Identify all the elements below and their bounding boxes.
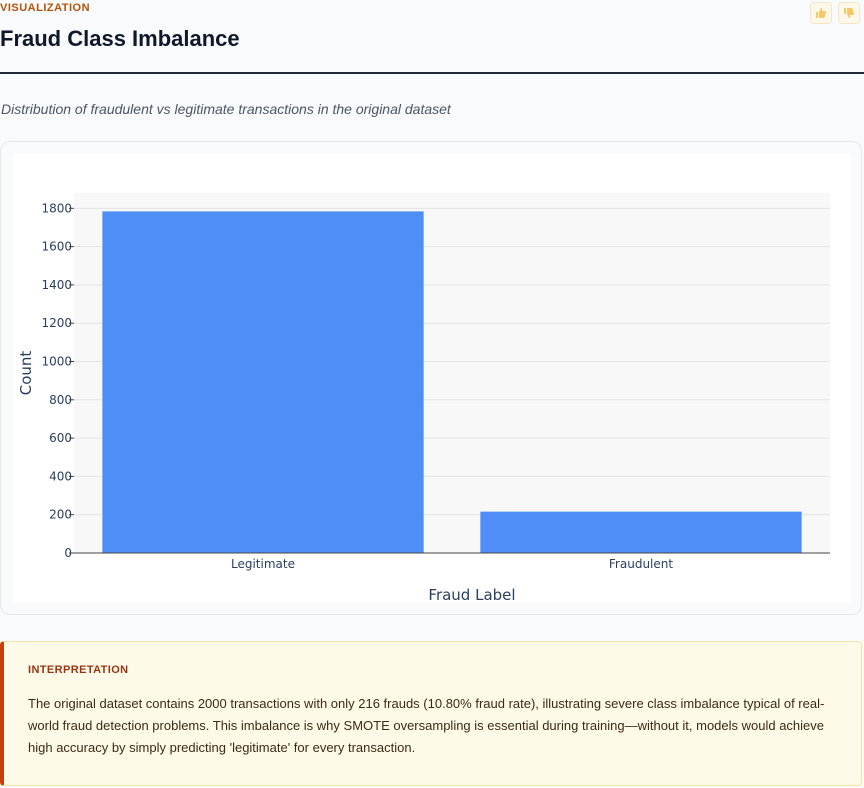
bar-legitimate bbox=[102, 211, 424, 553]
bar-chart: 0 200 400 600 800 1000 1200 1400 1600 1800 Legitim… bbox=[17, 193, 830, 603]
y-tick-label: 600 bbox=[49, 431, 72, 445]
chart-subtitle: Distribution of fraudulent vs legitimate… bbox=[1, 101, 451, 117]
y-tick-label: 400 bbox=[49, 469, 72, 483]
bar-fraudulent bbox=[480, 511, 802, 553]
y-tick-label: 1600 bbox=[41, 240, 72, 254]
y-tick-label: 0 bbox=[64, 546, 72, 560]
y-tick-label: 1000 bbox=[41, 355, 72, 369]
interpretation-title: INTERPRETATION bbox=[28, 664, 129, 676]
thumbs-up-button[interactable] bbox=[810, 2, 832, 24]
y-tick-label: 200 bbox=[49, 508, 72, 522]
page-title: Fraud Class Imbalance bbox=[0, 26, 240, 51]
y-tick-label: 800 bbox=[49, 393, 72, 407]
header-divider bbox=[0, 72, 864, 74]
x-tick-label: Legitimate bbox=[231, 557, 295, 571]
y-tick-label: 1800 bbox=[41, 201, 72, 215]
thumbs-down-icon bbox=[844, 8, 855, 18]
interpretation-callout: INTERPRETATION The original dataset cont… bbox=[0, 641, 862, 786]
thumbs-down-button[interactable] bbox=[838, 2, 860, 24]
interpretation-body: The original dataset contains 2000 trans… bbox=[28, 696, 825, 755]
x-axis-title: Fraud Label bbox=[428, 586, 515, 603]
y-tick-label: 1400 bbox=[41, 278, 72, 292]
chart-paper: 0 200 400 600 800 1000 1200 1400 1600 1800 Legitim… bbox=[13, 153, 851, 603]
x-tick-label: Fraudulent bbox=[609, 557, 673, 571]
y-tick-label: 1200 bbox=[41, 316, 72, 330]
thumbs-up-icon bbox=[816, 8, 827, 18]
y-axis-title: Count bbox=[17, 351, 35, 396]
section-tag: VISUALIZATION bbox=[0, 2, 91, 14]
